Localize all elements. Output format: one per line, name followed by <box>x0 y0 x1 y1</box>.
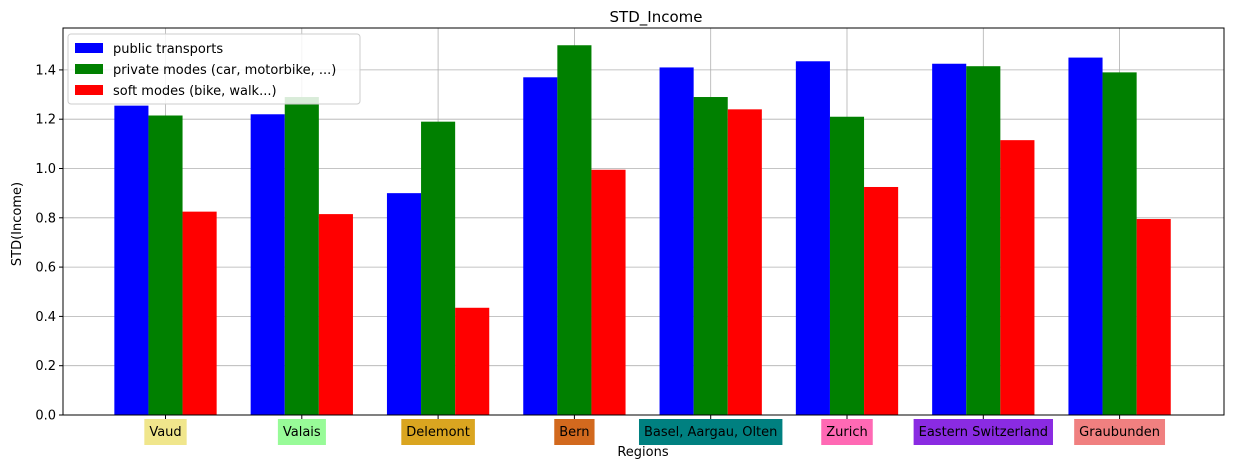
x-tick-label: Bern <box>559 425 589 440</box>
bar <box>455 307 490 415</box>
y-tick-label: 0.8 <box>35 211 56 226</box>
bar <box>932 63 967 416</box>
y-tick-label: 0.6 <box>35 261 56 276</box>
y-tick-label: 0.4 <box>35 310 56 325</box>
x-tick-label: Zurich <box>826 425 868 440</box>
legend-swatch <box>75 64 103 74</box>
bar <box>557 45 592 416</box>
legend: public transports private modes (car, mot… <box>67 33 361 105</box>
x-tick-label-background <box>277 419 326 445</box>
legend-label: public transports <box>113 42 223 57</box>
legend-swatch <box>75 43 103 53</box>
y-tick-label: 1.0 <box>35 162 56 177</box>
bar <box>966 66 1001 416</box>
bar <box>693 97 728 416</box>
x-tick-label-background <box>913 419 1053 445</box>
y-axis: 0.0 0.2 0.4 0.6 0.8 1.0 1.2 1.4 <box>35 63 63 424</box>
bar <box>318 214 353 415</box>
x-tick-label-background <box>401 419 475 445</box>
x-tick-label-background <box>1074 419 1166 445</box>
legend-label: private modes (car, motorbike, ...) <box>113 63 336 78</box>
bar <box>386 193 422 415</box>
x-tick-label: Vaud <box>149 425 181 440</box>
x-tick-label-background <box>821 419 873 445</box>
bars <box>114 45 1171 416</box>
bar <box>795 61 830 415</box>
x-tick-label-background <box>638 419 783 445</box>
bar <box>148 115 183 415</box>
y-tick-label: 0.0 <box>35 409 56 424</box>
bar <box>421 121 456 415</box>
chart-title: STD_Income <box>610 8 703 27</box>
x-axis: Vaud Valais Delemont Bern Basel, Aargau, Olt… <box>144 415 1166 445</box>
bar <box>182 211 217 415</box>
bar <box>250 114 285 415</box>
bar <box>1000 140 1035 415</box>
x-tick-label-background <box>144 419 187 445</box>
plot-frame <box>62 27 1225 416</box>
bar <box>727 109 762 416</box>
legend-swatch <box>75 85 103 95</box>
bar <box>1068 57 1103 415</box>
bar <box>1136 219 1171 415</box>
x-tick-label: Graubunden <box>1079 425 1160 440</box>
bar <box>864 186 899 415</box>
bar <box>829 116 865 415</box>
y-axis-label: STD(Income) <box>10 182 25 266</box>
legend-label: soft modes (bike, walk...) <box>113 84 277 99</box>
y-tick-label: 0.2 <box>35 359 56 374</box>
x-tick-label: Basel, Aargau, Olten <box>644 425 777 440</box>
bar <box>591 169 626 415</box>
x-axis-label: Regions <box>617 445 669 460</box>
bar <box>114 105 149 416</box>
y-tick-label: 1.4 <box>35 63 56 78</box>
bar <box>1102 72 1137 416</box>
bar <box>284 97 319 416</box>
x-tick-label: Valais <box>283 425 321 440</box>
y-tick-label: 1.2 <box>35 113 56 128</box>
x-tick-label-background <box>554 419 595 445</box>
x-tick-label: Eastern Switzerland <box>919 425 1048 440</box>
x-tick-label: Delemont <box>406 425 470 440</box>
legend-box <box>67 33 361 105</box>
bar <box>659 67 694 416</box>
bar <box>523 77 558 415</box>
